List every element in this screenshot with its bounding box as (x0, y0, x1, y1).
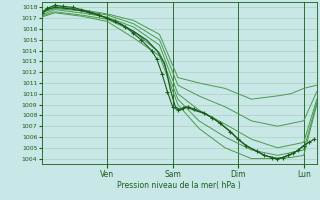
X-axis label: Pression niveau de la mer( hPa ): Pression niveau de la mer( hPa ) (117, 181, 241, 190)
